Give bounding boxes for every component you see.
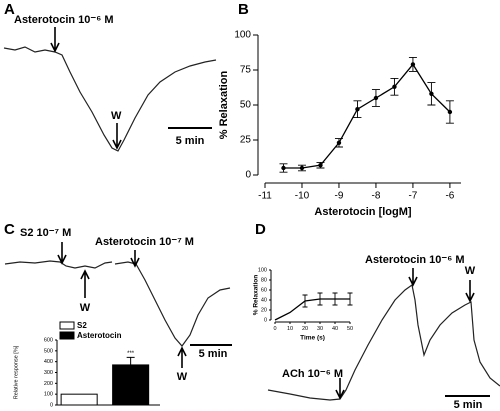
trace: [114, 261, 231, 347]
y-tick-label: 300: [44, 370, 53, 376]
scale-bar-label: 5 min: [454, 399, 483, 411]
y-tick-label: 200: [44, 381, 53, 387]
significance: ***: [127, 351, 135, 357]
bar: [60, 393, 98, 406]
trace: [3, 46, 217, 152]
y-tick-label: 25: [240, 135, 252, 146]
trace: [267, 283, 500, 401]
arrow: [80, 269, 90, 298]
point: [318, 163, 323, 168]
y-tick-label: 60: [261, 287, 267, 293]
x-tick-label: -9: [335, 191, 344, 202]
x-tick-label: -6: [445, 191, 454, 202]
y-tick-label: 600: [44, 337, 53, 343]
scale-bar-label: 5 min: [176, 135, 205, 147]
x-tick-label: 30: [317, 326, 323, 332]
annotation: ACh 10⁻⁶ M: [282, 368, 343, 380]
annotation: Asterotocin 10⁻⁶ M: [14, 14, 114, 26]
y-tick-label: 75: [240, 65, 252, 76]
arrow: [177, 346, 187, 368]
error-bar: [302, 294, 308, 308]
arrow: [130, 250, 140, 268]
x-tick-label: 10: [287, 326, 293, 332]
error-bar: [317, 292, 323, 306]
error-bar: [332, 292, 338, 306]
point: [373, 95, 379, 101]
y-tick-label: 40: [261, 297, 267, 303]
x-tick-label: -10: [295, 191, 310, 202]
panel-label: B: [238, 1, 249, 18]
x-axis-title: Time (s): [300, 335, 325, 342]
legend-swatch: [59, 321, 75, 330]
arrow: [57, 242, 67, 265]
y-tick-label: 400: [44, 359, 53, 365]
panel-label: D: [255, 221, 266, 238]
x-tick-label: -8: [371, 191, 380, 202]
x-axis-title: Asterotocin [logM]: [314, 206, 411, 218]
y-axis-title: Relative response [%]: [13, 345, 19, 399]
error-bar: [347, 292, 353, 306]
y-axis-title: % Relaxation: [253, 275, 260, 315]
legend-swatch: [59, 331, 75, 340]
y-tick-label: 80: [261, 277, 267, 283]
y-tick-label: 0: [264, 317, 267, 323]
y-tick-label: 100: [44, 392, 53, 398]
y-tick-label: 500: [44, 348, 53, 354]
point: [299, 165, 305, 171]
x-tick-label: 40: [332, 326, 338, 332]
trace: [4, 260, 113, 269]
point: [281, 165, 286, 171]
point: [355, 107, 360, 112]
point: [336, 140, 342, 145]
y-axis-title: % Relaxation: [218, 70, 230, 139]
error-bar: [126, 356, 135, 365]
point: [429, 91, 434, 97]
bar: [112, 364, 150, 406]
point: [410, 62, 416, 67]
annotation: S2 10⁻⁷ M: [20, 227, 71, 239]
scale-bar-label: 5 min: [199, 348, 228, 360]
annotation: W: [177, 371, 188, 383]
arrow: [50, 27, 60, 53]
series-line: [274, 298, 350, 321]
legend-label: Asterotocin: [77, 331, 122, 340]
arrow: [465, 280, 475, 303]
annotation: Asterotocin 10⁻⁶ M: [365, 254, 465, 266]
arrow: [335, 378, 345, 400]
annotation: Asterotocin 10⁻⁷ M: [95, 236, 194, 248]
series-line: [283, 63, 451, 169]
y-tick-label: 50: [240, 100, 252, 111]
x-tick-label: -11: [258, 191, 272, 202]
annotation: W: [80, 302, 91, 314]
x-tick-label: 20: [302, 326, 308, 332]
panel-label: A: [4, 1, 15, 18]
x-tick-label: -7: [408, 191, 417, 202]
y-tick-label: 0: [245, 170, 251, 181]
y-tick-label: 0: [50, 402, 53, 408]
arrow: [112, 123, 122, 150]
point: [392, 84, 397, 90]
arrow: [408, 268, 418, 287]
panel-label: C: [4, 221, 15, 238]
legend-label: S2: [77, 321, 87, 330]
y-tick-label: 20: [261, 307, 267, 313]
point: [447, 109, 453, 115]
x-tick-label: 0: [273, 326, 276, 332]
y-tick-label: 100: [234, 30, 251, 41]
y-tick-label: 100: [258, 267, 267, 273]
x-tick-label: 50: [347, 326, 353, 332]
annotation: W: [111, 110, 122, 122]
annotation: W: [465, 265, 476, 277]
